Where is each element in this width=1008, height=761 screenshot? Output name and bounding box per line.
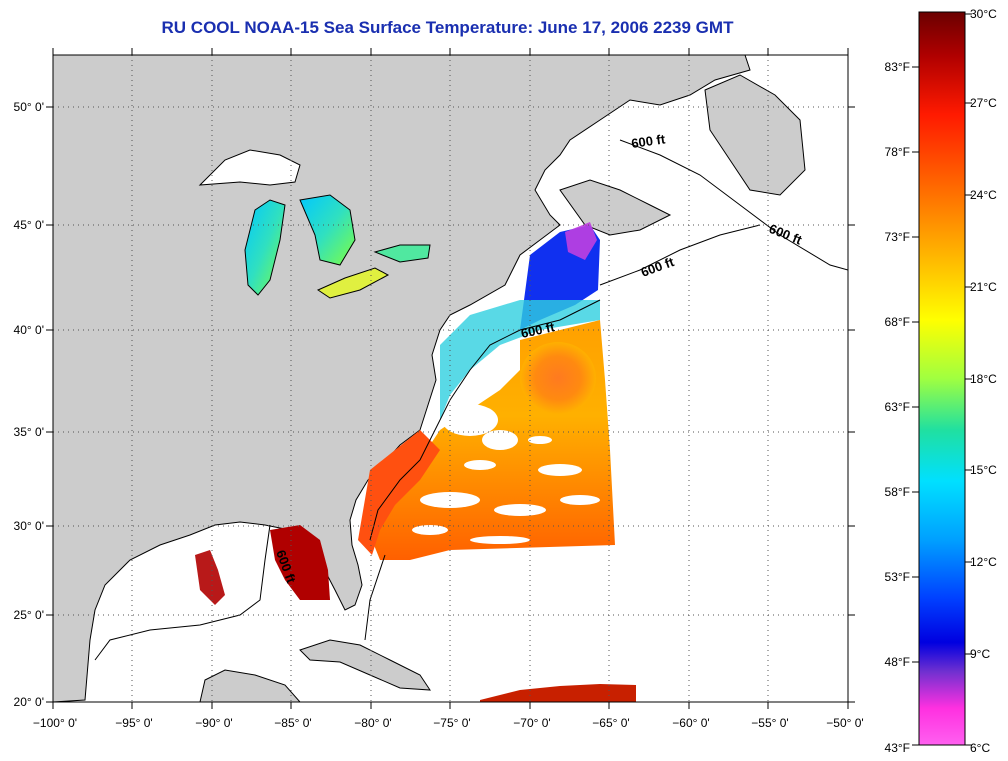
land-maritimes (559, 179, 672, 236)
land-yucatan (199, 669, 301, 702)
fahrenheit-label: 53°F (885, 570, 910, 584)
celsius-label: 18°C (970, 372, 997, 386)
colorbar (918, 11, 966, 746)
sst-shelf-water (440, 300, 600, 420)
lon-label: −100° 0' (33, 716, 77, 730)
lon-label: −75° 0' (433, 716, 470, 730)
sst-caribbean-strip (480, 684, 636, 702)
fahrenheit-label: 78°F (885, 145, 910, 159)
lon-label: −55° 0' (751, 716, 788, 730)
lat-label: 35° 0' (14, 425, 44, 439)
celsius-label: 12°C (970, 555, 997, 569)
lon-label: −65° 0' (592, 716, 629, 730)
lat-label: 25° 0' (14, 608, 44, 622)
celsius-label: 24°C (970, 188, 997, 202)
celsius-label: 15°C (970, 463, 997, 477)
celsius-label: 21°C (970, 280, 997, 294)
land-newfoundland (704, 74, 806, 196)
longitude-labels: −100° 0' −95° 0' −90° 0' −85° 0' −80° 0'… (33, 716, 864, 730)
lon-label: −95° 0' (115, 716, 152, 730)
celsius-label: 9°C (970, 647, 990, 661)
map-title: RU COOL NOAA-15 Sea Surface Temperature:… (161, 18, 734, 37)
lat-label: 45° 0' (14, 218, 44, 232)
lat-label: 50° 0' (14, 100, 44, 114)
land-cuba (299, 639, 431, 691)
fahrenheit-label: 58°F (885, 485, 910, 499)
sst-warm-eddy (520, 342, 596, 414)
sst-gulf-mexico (195, 550, 225, 605)
celsius-label: 30°C (970, 7, 997, 21)
fahrenheit-label: 43°F (885, 741, 910, 755)
lat-label: 40° 0' (14, 323, 44, 337)
colorbar-ticks (912, 13, 972, 746)
lat-label: 30° 0' (14, 519, 44, 533)
contour-labels: 600 ft 600 ft 600 ft 600 ft 600 ft (273, 131, 804, 585)
fahrenheit-label: 68°F (885, 315, 910, 329)
lake-huron (299, 194, 356, 266)
cloud-cover (412, 404, 600, 544)
fahrenheit-label: 83°F (885, 60, 910, 74)
lon-label: −85° 0' (274, 716, 311, 730)
lon-label: −80° 0' (354, 716, 391, 730)
colorbar-celsius-labels: 30°C 27°C 24°C 21°C 18°C 15°C 12°C 9°C 6… (970, 7, 997, 755)
colorbar-fahrenheit-labels: 83°F 78°F 73°F 68°F 63°F 58°F 53°F 48°F … (885, 60, 910, 755)
fahrenheit-label: 73°F (885, 230, 910, 244)
depth-contours (94, 139, 848, 661)
celsius-label: 27°C (970, 96, 997, 110)
axis-ticks (46, 48, 855, 709)
latitude-labels: 50° 0' 45° 0' 40° 0' 35° 0' 30° 0' 25° 0… (14, 100, 44, 709)
celsius-label: 6°C (970, 741, 990, 755)
lon-label: −90° 0' (195, 716, 232, 730)
lake-michigan (244, 199, 286, 296)
lake-ontario (373, 244, 431, 263)
lon-label: −60° 0' (672, 716, 709, 730)
contour-label: 600 ft (630, 131, 666, 151)
fahrenheit-label: 48°F (885, 655, 910, 669)
sst-florida-west (270, 525, 330, 600)
contour-label: 600 ft (520, 319, 557, 341)
sst-south-band (358, 430, 440, 555)
fahrenheit-label: 63°F (885, 400, 910, 414)
lat-label: 20° 0' (14, 695, 44, 709)
lon-label: −70° 0' (513, 716, 550, 730)
sst-magenta-patch (565, 222, 597, 260)
lake-superior (198, 149, 301, 186)
lon-label: −50° 0' (826, 716, 863, 730)
